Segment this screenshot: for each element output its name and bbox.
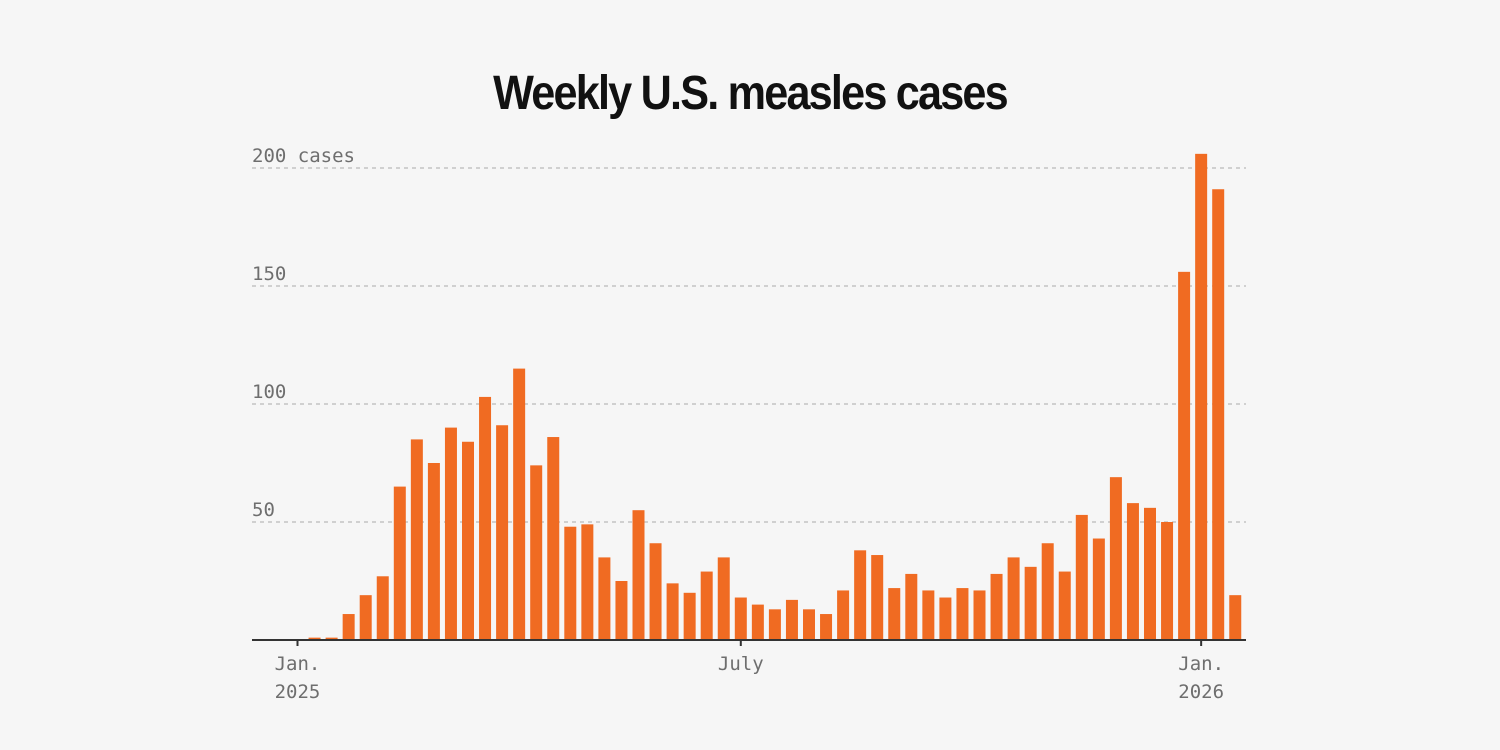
- bar: [1075, 514, 1088, 640]
- bar: [410, 439, 423, 640]
- bar: [342, 614, 355, 640]
- bar: [1195, 153, 1208, 640]
- bar: [734, 597, 747, 640]
- bar: [871, 555, 884, 640]
- y-tick-label: 50: [252, 499, 275, 521]
- bar: [785, 599, 798, 640]
- bar: [1092, 538, 1105, 640]
- x-tick-label: Jan.: [1178, 653, 1224, 675]
- bar: [803, 609, 815, 640]
- bar: [376, 576, 389, 640]
- bar: [1229, 595, 1242, 640]
- bar: [1126, 503, 1139, 640]
- y-tick-label: 200 cases: [252, 145, 355, 167]
- bar: [956, 588, 969, 640]
- y-tick-label: 150: [252, 263, 286, 285]
- x-tick-year-label: 2025: [275, 681, 321, 703]
- x-tick-label: Jan.: [275, 653, 321, 675]
- bar: [751, 604, 764, 640]
- bar: [922, 590, 935, 640]
- bar: [615, 581, 628, 640]
- bar: [820, 614, 833, 640]
- bar: [1161, 522, 1174, 640]
- bar: [837, 590, 850, 640]
- bar: [1144, 507, 1156, 640]
- bar: [564, 526, 577, 640]
- bar: [581, 524, 594, 640]
- bar: [666, 583, 679, 640]
- bar: [683, 592, 696, 640]
- bar: [547, 437, 560, 640]
- bar: [1007, 557, 1020, 640]
- bar: [768, 609, 781, 640]
- bar: [1041, 543, 1054, 640]
- bar: [905, 573, 918, 640]
- bar: [444, 427, 457, 640]
- grid-lines: 50 100 150 200 cases: [252, 145, 1246, 523]
- bar: [325, 637, 338, 640]
- bar: [717, 557, 730, 640]
- bar: [479, 396, 492, 640]
- bar: [632, 510, 645, 640]
- bar: [359, 595, 372, 640]
- bar: [308, 637, 321, 640]
- bar: [462, 441, 474, 640]
- x-tick-label: July: [718, 653, 764, 675]
- bar: [649, 543, 662, 640]
- bar: [1024, 566, 1037, 640]
- bars: [308, 153, 1242, 641]
- x-tick-year-label: 2026: [1178, 681, 1224, 703]
- axes: Jan. 2025 July Jan. 2026: [252, 639, 1246, 703]
- bar: [1212, 189, 1225, 641]
- bar: [990, 573, 1003, 640]
- chart-title: Weekly U.S. measles cases: [493, 67, 1009, 120]
- bar: [700, 571, 713, 640]
- bar: [598, 557, 611, 640]
- y-tick-label: 100: [252, 381, 286, 403]
- bar: [1058, 571, 1071, 640]
- bar: [393, 486, 406, 640]
- bar: [1178, 271, 1191, 640]
- bar: [530, 465, 543, 640]
- bar: [854, 550, 867, 640]
- bar: [496, 425, 509, 640]
- bar: [973, 590, 986, 640]
- bar: [888, 588, 901, 640]
- bar: [513, 368, 526, 640]
- bar: [1109, 477, 1122, 640]
- bar: [939, 597, 952, 640]
- bar: [427, 463, 440, 640]
